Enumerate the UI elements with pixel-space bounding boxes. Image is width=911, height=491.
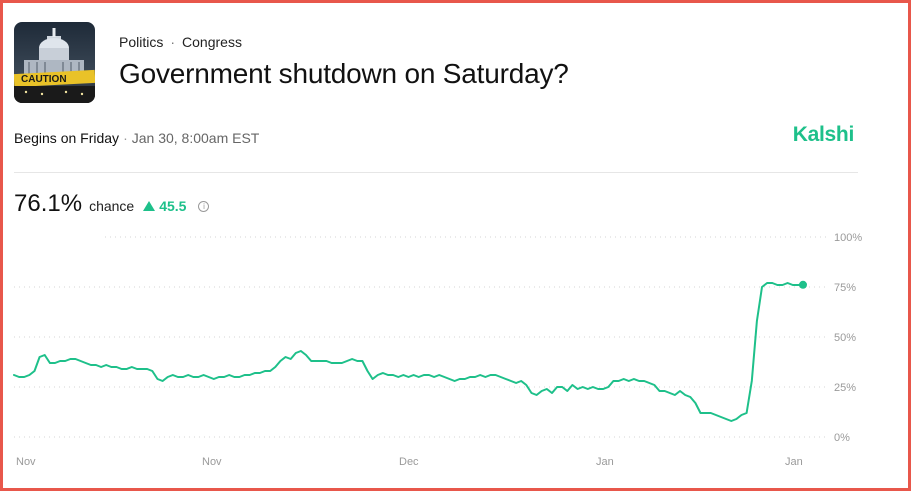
y-tick-label: 0% xyxy=(834,432,850,444)
chart-gridlines xyxy=(14,236,828,438)
x-tick-label: Nov xyxy=(16,456,36,468)
meta-separator: · xyxy=(123,130,128,146)
y-axis-ticks: 100% 75% 50% 25% 0% xyxy=(834,232,862,444)
market-thumbnail[interactable]: CAUTION xyxy=(14,22,95,103)
divider xyxy=(14,172,858,173)
y-tick-label: 100% xyxy=(834,232,862,244)
breadcrumb-politics[interactable]: Politics xyxy=(119,34,164,50)
series-line xyxy=(13,282,804,422)
caution-tape-text: CAUTION xyxy=(21,74,67,85)
change-value: 45.5 xyxy=(159,198,187,214)
breadcrumb-congress[interactable]: Congress xyxy=(182,34,242,50)
x-tick-label: Nov xyxy=(202,456,222,468)
chance-label: chance xyxy=(89,198,135,214)
up-triangle-icon xyxy=(143,201,156,211)
x-tick-label: Jan xyxy=(596,456,614,468)
x-tick-label: Dec xyxy=(399,456,419,468)
close-date: Jan 30, 8:00am EST xyxy=(131,130,260,146)
market-title[interactable]: Government shutdown on Saturday? xyxy=(119,58,569,89)
begins-label: Begins on Friday xyxy=(14,130,120,146)
kalshi-logo[interactable]: Kalshi xyxy=(792,123,855,146)
y-tick-label: 75% xyxy=(834,282,856,294)
change-indicator: 45.5 xyxy=(143,198,186,214)
y-tick-label: 25% xyxy=(834,382,856,394)
probability-chart[interactable]: 100% 75% 50% 25% 0% Nov Nov Dec Jan Jan xyxy=(3,223,908,473)
info-circle-icon[interactable]: i xyxy=(198,201,210,212)
current-value-marker[interactable] xyxy=(799,280,807,289)
capitol-caution-image: CAUTION xyxy=(14,22,95,103)
x-axis-ticks: Nov Nov Dec Jan Jan xyxy=(16,456,803,468)
market-meta: Begins on Friday · Jan 30, 8:00am EST xyxy=(14,130,259,146)
probability-value: 76.1% xyxy=(14,190,83,217)
breadcrumb-separator: · xyxy=(170,34,176,50)
probability-stat: 76.1% chance 45.5 i xyxy=(14,190,210,220)
breadcrumb: Politics · Congress xyxy=(119,34,242,50)
y-tick-label: 50% xyxy=(834,332,856,344)
x-tick-label: Jan xyxy=(785,456,803,468)
